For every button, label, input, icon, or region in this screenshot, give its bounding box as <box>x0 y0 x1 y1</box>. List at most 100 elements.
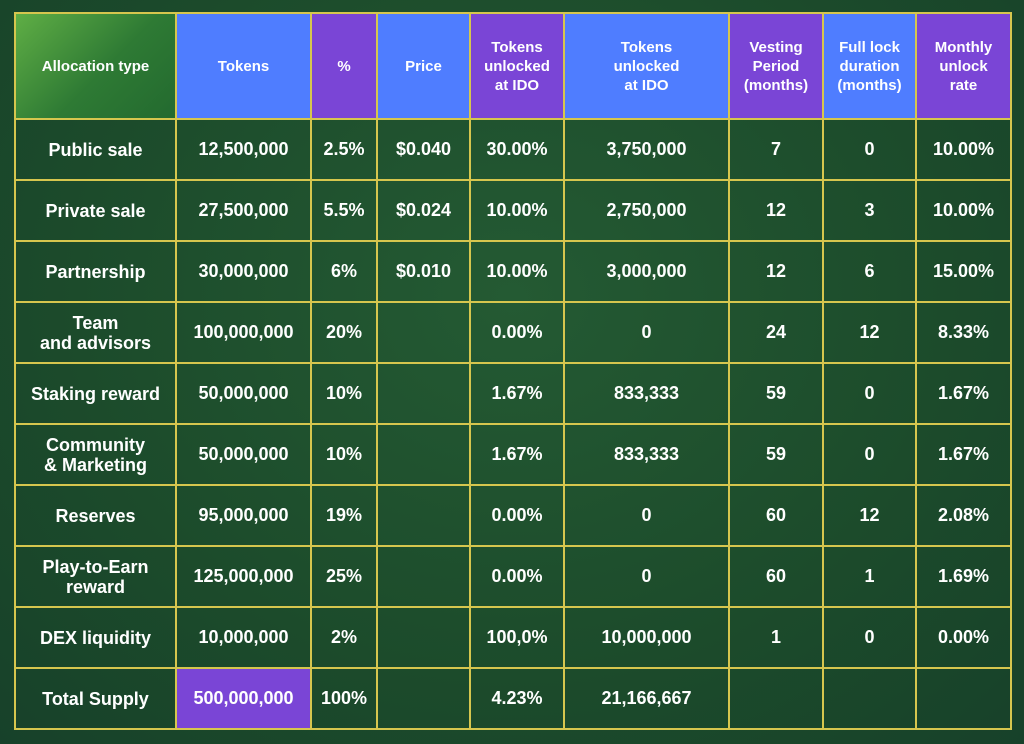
header-line: unlock <box>939 57 988 75</box>
cell-tokens: 100,000,000 <box>175 301 312 364</box>
cell-vesting: 24 <box>728 301 824 364</box>
cell-text: and advisors <box>39 332 152 353</box>
cell-percent: 25% <box>310 545 378 608</box>
cell-tokens: 125,000,000 <box>175 545 312 608</box>
table-row: DEX liquidity 10,000,000 2% 100,0% 10,00… <box>14 606 1012 669</box>
cell-tokens: 50,000,000 <box>175 362 312 425</box>
cell-tokens: 50,000,000 <box>175 423 312 486</box>
cell-allocation-type: Partnership <box>14 240 177 303</box>
cell-monthly: 8.33% <box>915 301 1012 364</box>
cell-allocation-type: DEX liquidity <box>14 606 177 669</box>
cell-monthly: 2.08% <box>915 484 1012 547</box>
cell-unlocked-pct: 1.67% <box>469 362 565 425</box>
cell-monthly: 10.00% <box>915 179 1012 242</box>
cell-monthly: 15.00% <box>915 240 1012 303</box>
header-percent: % <box>310 12 378 120</box>
cell-vesting: 59 <box>728 423 824 486</box>
cell-text: Staking reward <box>30 383 161 404</box>
cell-monthly: 10.00% <box>915 118 1012 181</box>
table-row: Partnership 30,000,000 6% $0.010 10.00% … <box>14 240 1012 303</box>
cell-vesting <box>728 667 824 730</box>
cell-lock: 0 <box>822 118 917 181</box>
cell-percent: 2% <box>310 606 378 669</box>
cell-percent: 20% <box>310 301 378 364</box>
header-unlocked-tokens: Tokens unlocked at IDO <box>563 12 730 120</box>
cell-percent: 19% <box>310 484 378 547</box>
cell-percent: 5.5% <box>310 179 378 242</box>
cell-percent: 10% <box>310 423 378 486</box>
cell-vesting: 59 <box>728 362 824 425</box>
header-vesting-period: Vesting Period (months) <box>728 12 824 120</box>
cell-unlocked-tokens: 3,000,000 <box>563 240 730 303</box>
cell-text: & Marketing <box>43 454 148 475</box>
header-line: unlocked <box>613 57 680 75</box>
cell-unlocked-tokens: 0 <box>563 301 730 364</box>
cell-price <box>376 606 471 669</box>
cell-unlocked-tokens: 3,750,000 <box>563 118 730 181</box>
table-row: Reserves 95,000,000 19% 0.00% 0 60 12 2.… <box>14 484 1012 547</box>
cell-price <box>376 545 471 608</box>
header-monthly-unlock-rate: Monthly unlock rate <box>915 12 1012 120</box>
header-line: Price <box>405 57 442 75</box>
cell-text: Play-to-Earn <box>42 556 149 577</box>
cell-tokens: 95,000,000 <box>175 484 312 547</box>
cell-vesting: 1 <box>728 606 824 669</box>
cell-lock: 1 <box>822 545 917 608</box>
header-unlocked-pct: Tokens unlocked at IDO <box>469 12 565 120</box>
table-row: Team and advisors 100,000,000 20% 0.00% 0… <box>14 301 1012 364</box>
cell-unlocked-tokens: 0 <box>563 484 730 547</box>
cell-percent: 10% <box>310 362 378 425</box>
cell-text: Reserves <box>55 505 136 526</box>
cell-vesting: 12 <box>728 240 824 303</box>
cell-unlocked-pct: 0.00% <box>469 301 565 364</box>
cell-unlocked-tokens: 21,166,667 <box>563 667 730 730</box>
cell-price <box>376 667 471 730</box>
cell-unlocked-tokens: 0 <box>563 545 730 608</box>
cell-vesting: 12 <box>728 179 824 242</box>
cell-allocation-type: Play-to-Earn reward <box>14 545 177 608</box>
cell-text: Partnership <box>45 261 146 282</box>
cell-percent: 100% <box>310 667 378 730</box>
cell-lock: 6 <box>822 240 917 303</box>
cell-price <box>376 362 471 425</box>
header-price: Price <box>376 12 471 120</box>
cell-unlocked-pct: 10.00% <box>469 179 565 242</box>
cell-text: Private sale <box>45 200 146 221</box>
cell-unlocked-tokens: 833,333 <box>563 423 730 486</box>
cell-price <box>376 484 471 547</box>
cell-monthly: 1.67% <box>915 362 1012 425</box>
cell-text: Team <box>72 312 119 333</box>
cell-allocation-type: Staking reward <box>14 362 177 425</box>
header-line: unlocked <box>484 57 550 75</box>
cell-text: Total Supply <box>42 688 149 709</box>
header-line: Period <box>752 57 800 75</box>
cell-percent: 6% <box>310 240 378 303</box>
header-row: Allocation type Tokens % Price Tokens un… <box>14 12 1012 120</box>
header-line: rate <box>949 76 978 94</box>
header-line: Tokens <box>217 57 270 75</box>
cell-tokens: 10,000,000 <box>175 606 312 669</box>
cell-unlocked-pct: 0.00% <box>469 484 565 547</box>
header-line: Tokens <box>491 38 543 56</box>
cell-monthly <box>915 667 1012 730</box>
cell-text: Public sale <box>48 139 143 160</box>
table-row: Staking reward 50,000,000 10% 1.67% 833,… <box>14 362 1012 425</box>
cell-text: Community <box>46 434 145 455</box>
cell-unlocked-pct: 1.67% <box>469 423 565 486</box>
header-line: at IDO <box>494 76 540 94</box>
cell-price: $0.024 <box>376 179 471 242</box>
header-allocation-type: Allocation type <box>14 12 177 120</box>
header-line: Allocation type <box>41 57 150 75</box>
cell-lock <box>822 667 917 730</box>
cell-allocation-type: Total Supply <box>14 667 177 730</box>
total-row: Total Supply 500,000,000 100% 4.23% 21,1… <box>14 667 1012 730</box>
cell-allocation-type: Team and advisors <box>14 301 177 364</box>
cell-lock: 3 <box>822 179 917 242</box>
cell-tokens: 12,500,000 <box>175 118 312 181</box>
table-row: Private sale 27,500,000 5.5% $0.024 10.0… <box>14 179 1012 242</box>
cell-price <box>376 301 471 364</box>
cell-vesting: 60 <box>728 484 824 547</box>
header-full-lock-duration: Full lock duration (months) <box>822 12 917 120</box>
cell-unlocked-tokens: 2,750,000 <box>563 179 730 242</box>
